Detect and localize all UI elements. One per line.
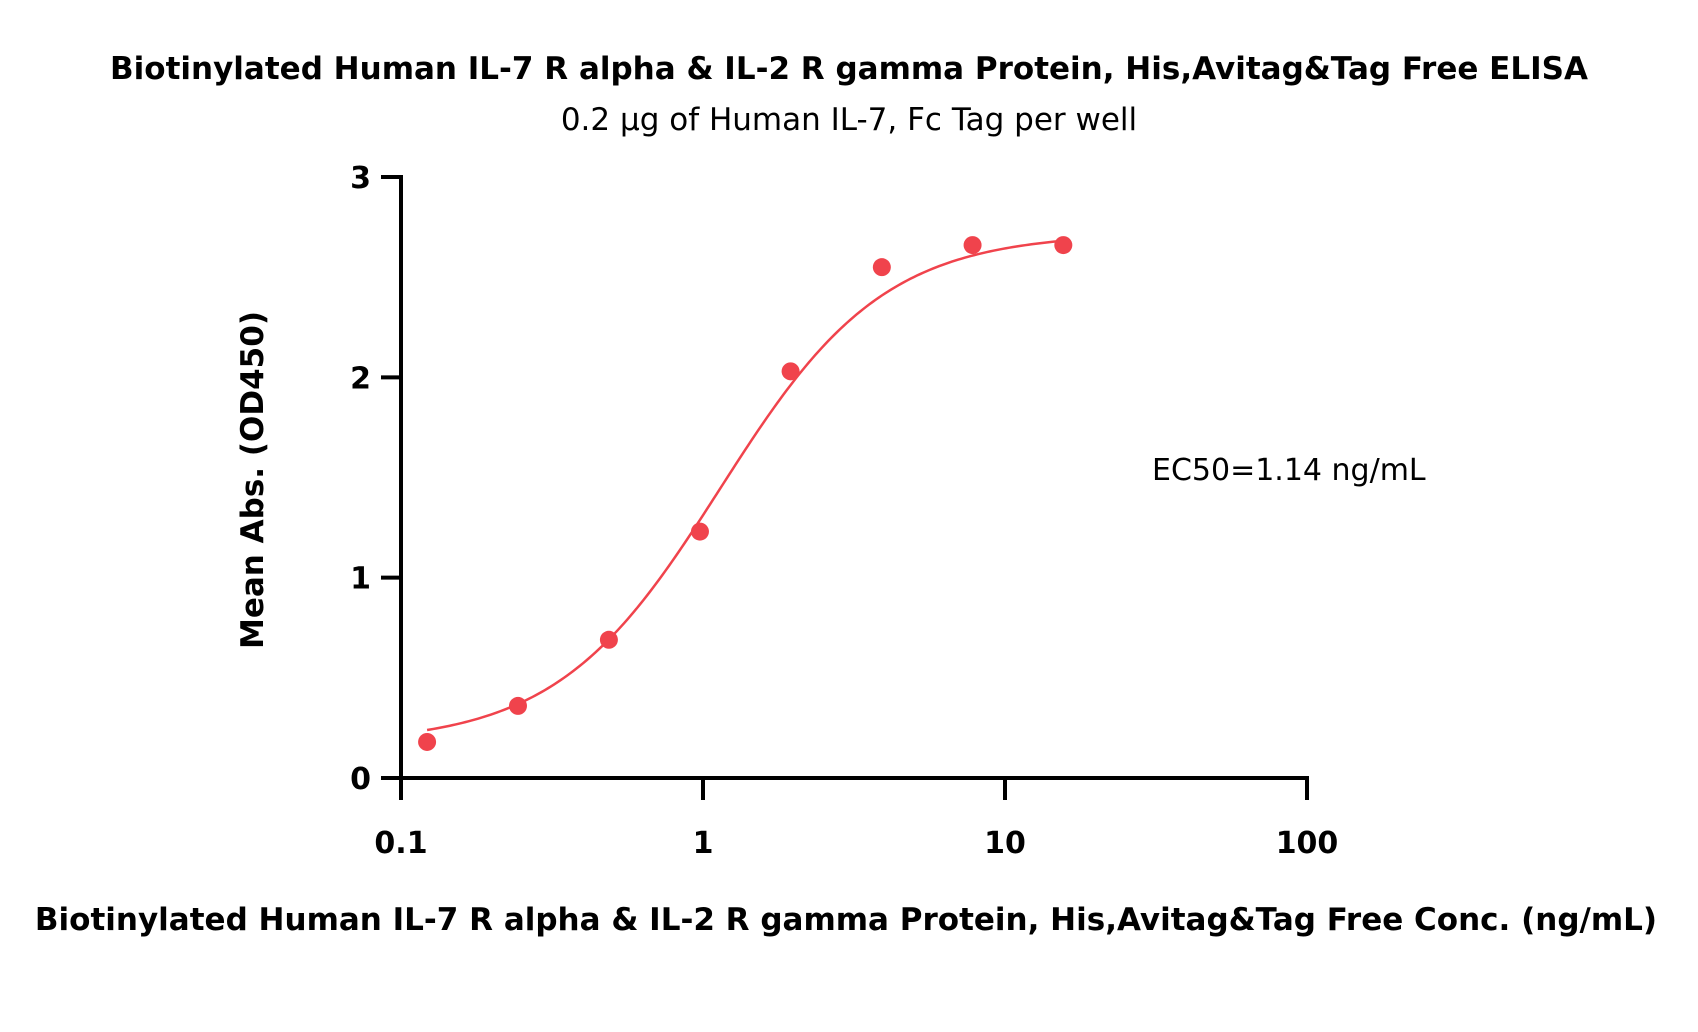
y-tick-label: 3 [350, 161, 371, 196]
y-tick-label: 2 [350, 361, 371, 396]
x-axis-label: Biotinylated Human IL-7 R alpha & IL-2 R… [35, 902, 1657, 938]
data-point [690, 522, 709, 541]
data-points [418, 236, 1073, 751]
x-tick-label: 0.1 [374, 826, 427, 861]
x-tick-label: 100 [1276, 826, 1339, 861]
y-tick-label: 1 [350, 562, 371, 597]
chart-title: Biotinylated Human IL-7 R alpha & IL-2 R… [110, 51, 1588, 87]
y-tick-label: 0 [350, 762, 371, 797]
y-axis-ticks: 0 1 2 3 [350, 161, 401, 797]
data-point [1054, 236, 1073, 255]
data-point [963, 236, 982, 255]
data-point [872, 258, 891, 277]
x-axis-ticks: 0.1 1 10 100 [374, 778, 1338, 861]
x-tick-label: 10 [984, 826, 1026, 861]
data-point [418, 732, 437, 751]
data-point [781, 362, 800, 381]
chart-subtitle: 0.2 μg of Human IL-7, Fc Tag per well [561, 102, 1137, 138]
data-point [508, 696, 527, 715]
y-axis-label: Mean Abs. (OD450) [235, 311, 271, 649]
ec50-annotation: EC50=1.14 ng/mL [1152, 453, 1426, 488]
data-point [599, 630, 618, 649]
fitted-curve [426, 239, 1064, 732]
x-tick-label: 1 [693, 826, 714, 861]
